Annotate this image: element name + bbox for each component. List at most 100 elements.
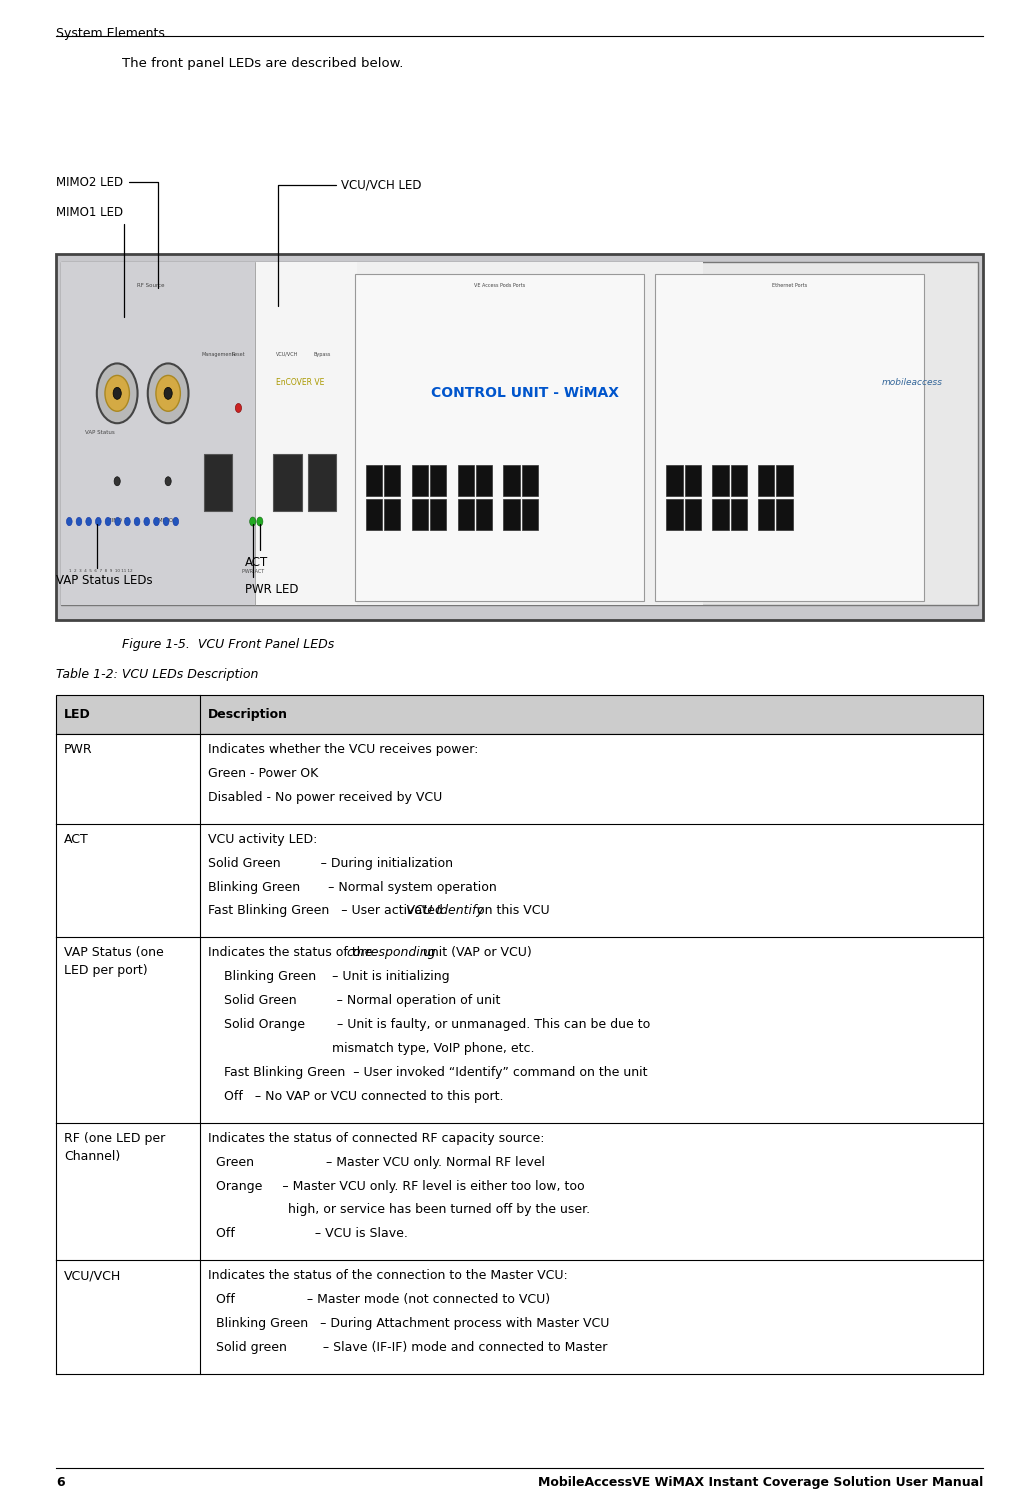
FancyBboxPatch shape (522, 465, 538, 496)
Text: corresponding: corresponding (346, 946, 436, 960)
FancyBboxPatch shape (776, 465, 793, 496)
Text: Solid Orange        – Unit is faulty, or unmanaged. This can be due to: Solid Orange – Unit is faulty, or unmana… (208, 1018, 650, 1032)
Text: CONTROL UNIT - WiMAX: CONTROL UNIT - WiMAX (431, 386, 619, 401)
Circle shape (156, 375, 180, 411)
Circle shape (113, 387, 121, 399)
Text: Blinking Green    – Unit is initializing: Blinking Green – Unit is initializing (208, 970, 449, 984)
Text: VAP Status: VAP Status (85, 431, 115, 435)
Circle shape (105, 517, 111, 526)
Text: VCU/VCH: VCU/VCH (276, 351, 299, 357)
Text: MIMO2 LED: MIMO2 LED (56, 176, 158, 289)
Text: System Elements: System Elements (56, 27, 165, 40)
Text: Orange     – Master VCU only. RF level is either too low, too: Orange – Master VCU only. RF level is ei… (208, 1180, 585, 1193)
Text: LED: LED (64, 709, 91, 721)
Text: Green - Power OK: Green - Power OK (208, 767, 318, 780)
Text: Description: Description (208, 709, 288, 721)
Text: MobileAccessVE WiMAX Instant Coverage Solution User Manual: MobileAccessVE WiMAX Instant Coverage So… (538, 1476, 983, 1489)
Text: Ethernet Ports: Ethernet Ports (772, 284, 807, 289)
Circle shape (235, 404, 242, 413)
Circle shape (97, 363, 138, 423)
FancyBboxPatch shape (731, 465, 747, 496)
Text: Indicates the status of the connection to the Master VCU:: Indicates the status of the connection t… (208, 1269, 568, 1283)
Text: Off                  – Master mode (not connected to VCU): Off – Master mode (not connected to VCU) (208, 1293, 550, 1307)
Text: Management: Management (202, 351, 234, 357)
Text: Green                  – Master VCU only. Normal RF level: Green – Master VCU only. Normal RF level (208, 1156, 545, 1169)
Circle shape (165, 477, 171, 486)
Text: Solid green         – Slave (IF-IF) mode and connected to Master: Solid green – Slave (IF-IF) mode and con… (208, 1341, 607, 1354)
FancyBboxPatch shape (430, 465, 446, 496)
FancyBboxPatch shape (412, 499, 428, 531)
Text: VCU Identify: VCU Identify (406, 904, 483, 918)
Text: VCU/VCH: VCU/VCH (64, 1269, 121, 1283)
Text: Off                    – VCU is Slave.: Off – VCU is Slave. (208, 1227, 408, 1241)
FancyBboxPatch shape (273, 454, 302, 511)
Text: Off   – No VAP or VCU connected to this port.: Off – No VAP or VCU connected to this po… (208, 1090, 503, 1103)
FancyBboxPatch shape (731, 499, 747, 531)
Circle shape (164, 387, 172, 399)
Circle shape (173, 517, 178, 526)
Circle shape (105, 375, 129, 411)
Text: EnCOVER VE: EnCOVER VE (276, 378, 325, 387)
Text: PWR LED: PWR LED (245, 525, 299, 595)
FancyBboxPatch shape (61, 262, 255, 605)
FancyBboxPatch shape (776, 499, 793, 531)
Bar (56, 937, 983, 1123)
Bar (56, 824, 983, 937)
Text: Figure 1-5.  VCU Front Panel LEDs: Figure 1-5. VCU Front Panel LEDs (122, 638, 334, 652)
FancyBboxPatch shape (355, 274, 644, 601)
Text: The front panel LEDs are described below.: The front panel LEDs are described below… (122, 57, 404, 70)
Circle shape (154, 517, 159, 526)
Text: unit (VAP or VCU): unit (VAP or VCU) (419, 946, 532, 960)
FancyBboxPatch shape (412, 465, 428, 496)
Circle shape (76, 517, 82, 526)
Circle shape (124, 517, 130, 526)
Text: mobileaccess: mobileaccess (881, 378, 943, 387)
Circle shape (86, 517, 92, 526)
FancyBboxPatch shape (503, 465, 520, 496)
Text: mismatch type, VoIP phone, etc.: mismatch type, VoIP phone, etc. (208, 1042, 534, 1055)
Circle shape (250, 517, 256, 526)
Circle shape (148, 363, 189, 423)
Text: MIMO1 LED: MIMO1 LED (56, 206, 124, 317)
FancyBboxPatch shape (430, 499, 446, 531)
Text: Solid Green          – During initialization: Solid Green – During initialization (208, 857, 452, 870)
Text: Blinking Green   – During Attachment process with Master VCU: Blinking Green – During Attachment proce… (208, 1317, 609, 1331)
Text: VAP Status LEDs: VAP Status LEDs (56, 525, 153, 586)
Text: 6: 6 (56, 1476, 64, 1489)
Circle shape (115, 517, 120, 526)
FancyBboxPatch shape (458, 499, 474, 531)
FancyBboxPatch shape (384, 465, 400, 496)
FancyBboxPatch shape (308, 454, 336, 511)
FancyBboxPatch shape (522, 499, 538, 531)
FancyBboxPatch shape (503, 499, 520, 531)
Text: RF (one LED per
Channel): RF (one LED per Channel) (64, 1132, 165, 1163)
Text: high, or service has been turned off by the user.: high, or service has been turned off by … (208, 1203, 590, 1217)
Text: MIMO 1: MIMO 1 (107, 517, 127, 523)
FancyBboxPatch shape (712, 499, 729, 531)
Circle shape (257, 517, 263, 526)
Text: Indicates the status of the: Indicates the status of the (208, 946, 376, 960)
FancyBboxPatch shape (255, 262, 357, 605)
Text: 1  2  3  4  5  6  7  8  9  10 11 12: 1 2 3 4 5 6 7 8 9 10 11 12 (69, 570, 132, 573)
Text: VAP Status (one
LED per port): VAP Status (one LED per port) (64, 946, 164, 978)
Text: Blinking Green       – Normal system operation: Blinking Green – Normal system operation (208, 881, 496, 894)
Bar (56, 1123, 983, 1260)
Text: RF Source: RF Source (138, 284, 164, 289)
FancyBboxPatch shape (758, 465, 774, 496)
FancyBboxPatch shape (666, 465, 683, 496)
Bar (56, 695, 983, 734)
Bar (56, 1260, 983, 1374)
Text: VCU activity LED:: VCU activity LED: (208, 833, 317, 846)
FancyBboxPatch shape (61, 262, 978, 605)
Circle shape (163, 517, 169, 526)
FancyBboxPatch shape (476, 499, 492, 531)
Text: PWR: PWR (64, 743, 93, 756)
FancyBboxPatch shape (366, 499, 382, 531)
FancyBboxPatch shape (458, 465, 474, 496)
Text: ACT: ACT (64, 833, 89, 846)
Text: VE Access Pods Ports: VE Access Pods Ports (474, 284, 525, 289)
Text: ACT: ACT (245, 525, 268, 568)
Text: Fast Blinking Green  – User invoked “Identify” command on the unit: Fast Blinking Green – User invoked “Iden… (208, 1066, 647, 1079)
FancyBboxPatch shape (357, 262, 703, 605)
Circle shape (114, 477, 120, 486)
